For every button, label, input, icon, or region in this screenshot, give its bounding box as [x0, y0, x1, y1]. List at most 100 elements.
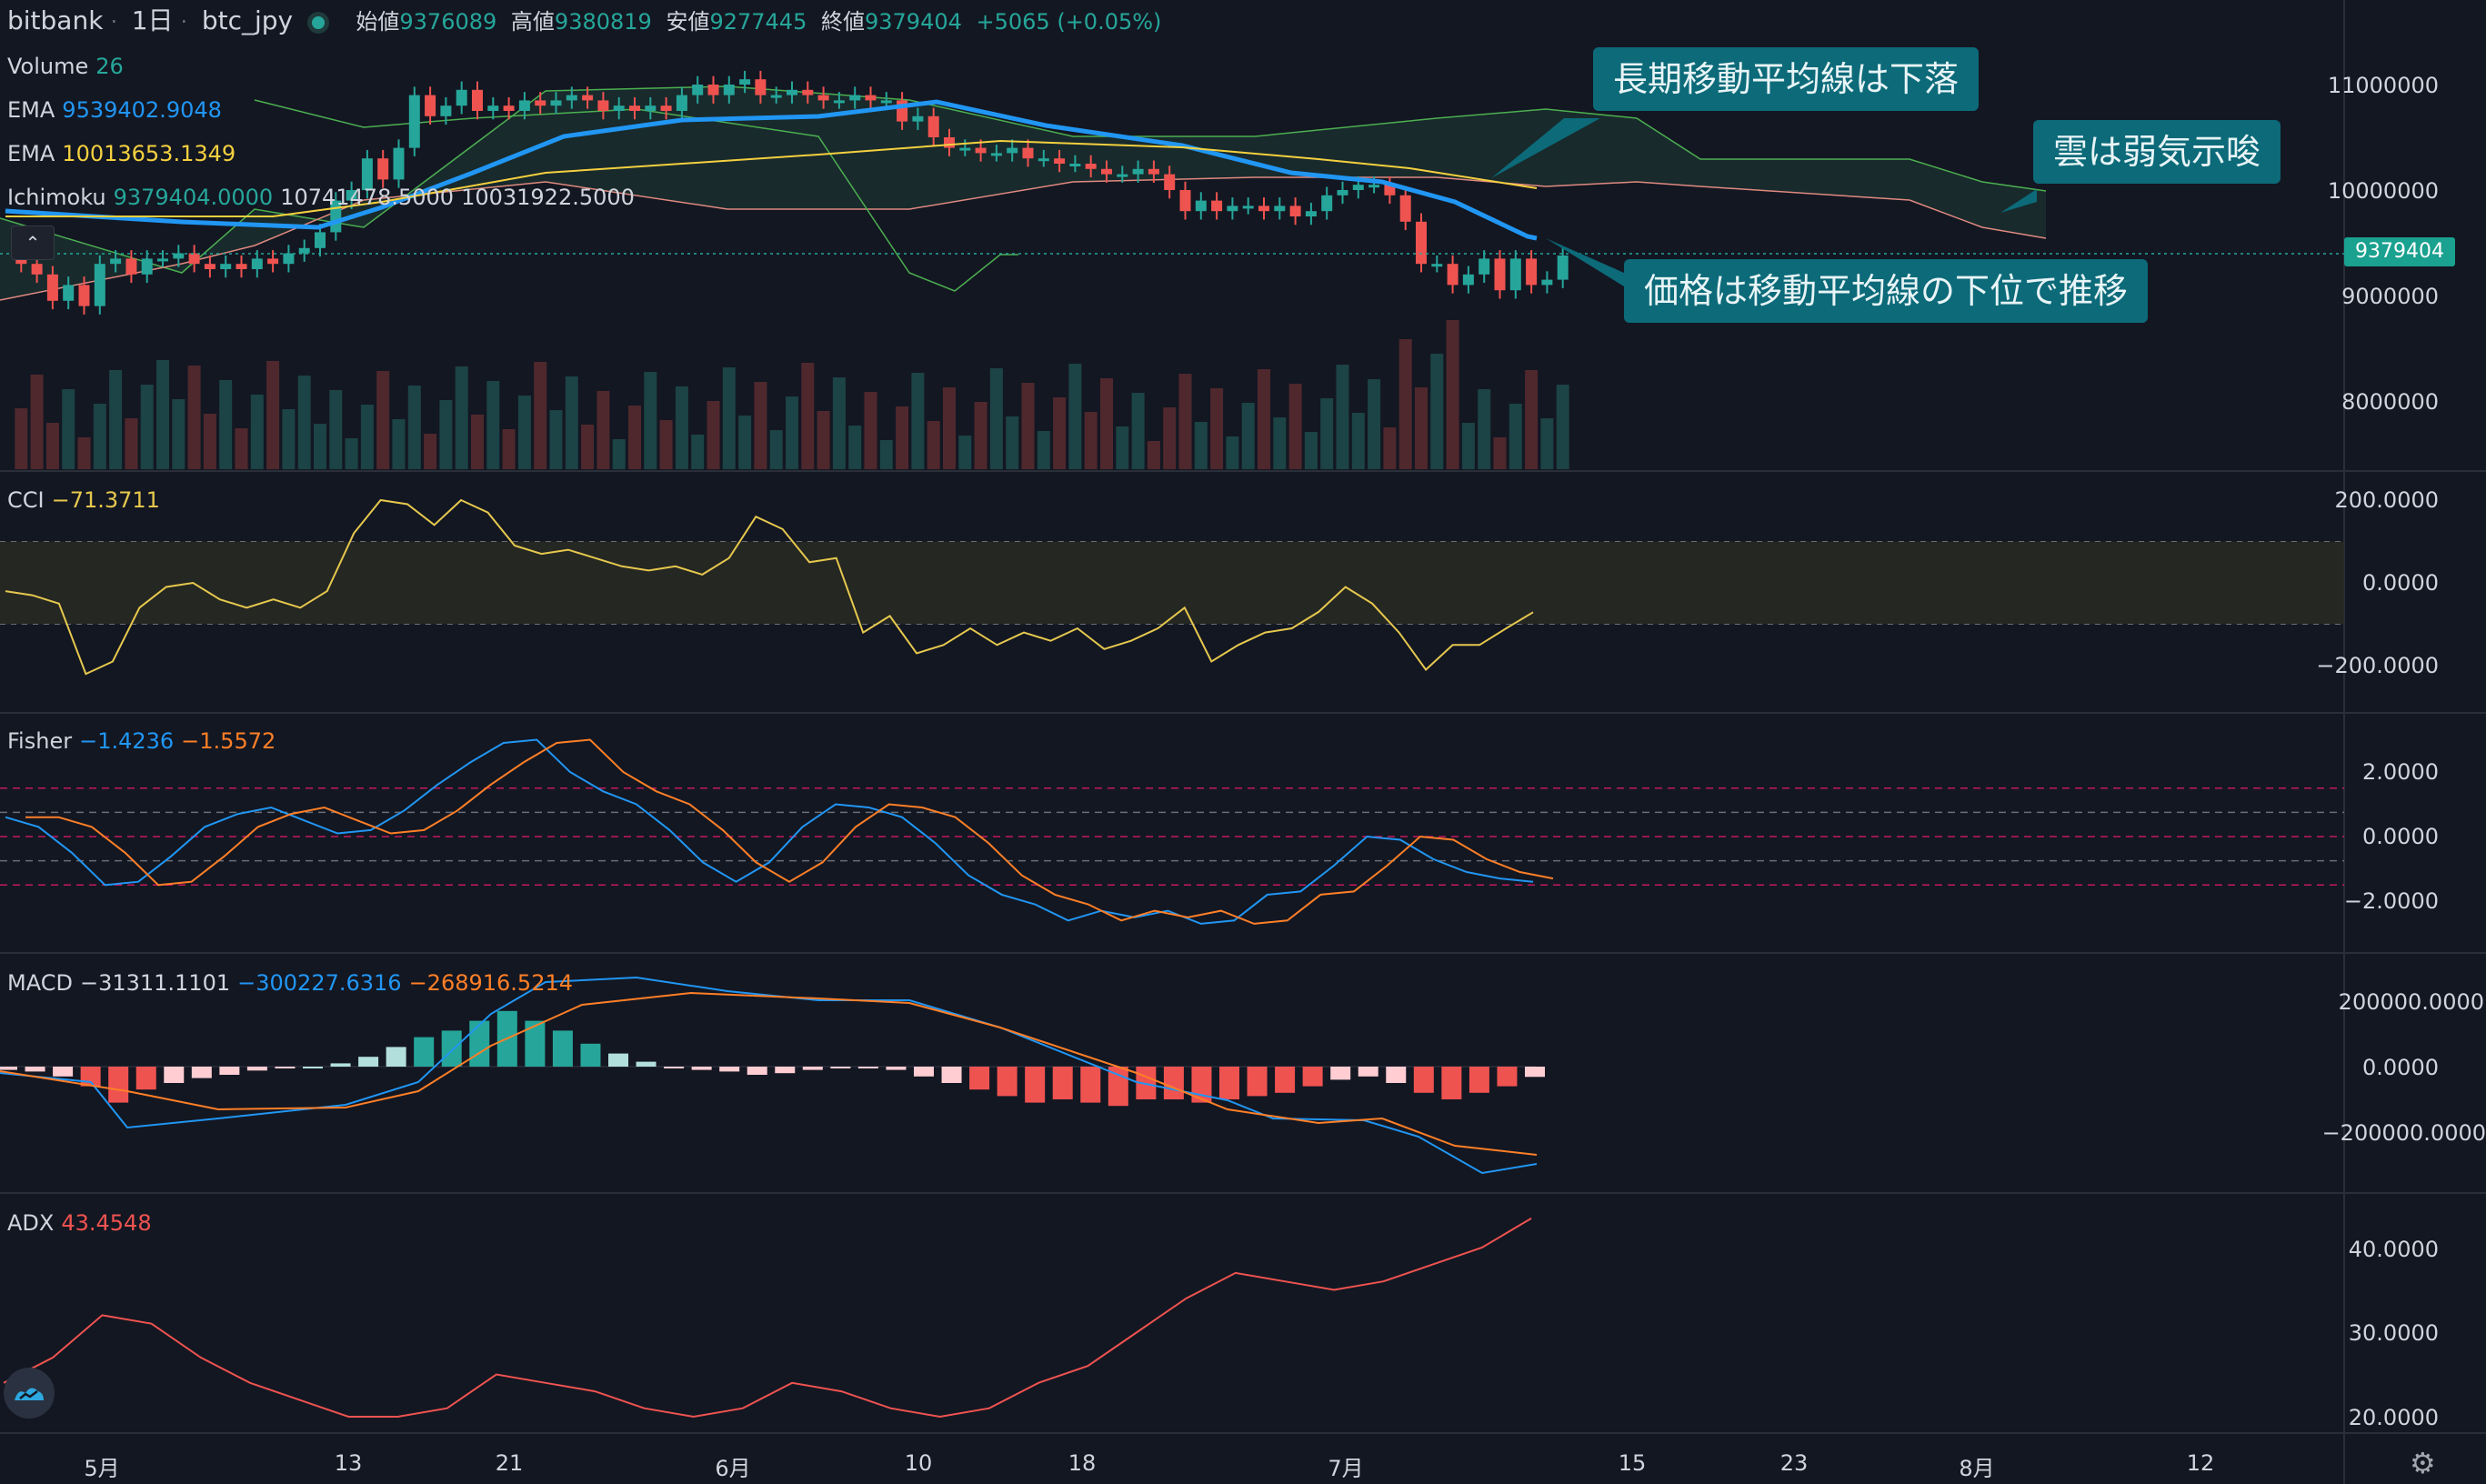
candle-body — [550, 100, 562, 106]
ema1-legend[interactable]: EMA 9539402.9048 — [7, 96, 229, 124]
adx-legend[interactable]: ADX 43.4548 — [7, 1209, 159, 1237]
candle-body — [1132, 168, 1144, 175]
macd-label: MACD — [7, 970, 73, 996]
macd-histogram-bar — [747, 1067, 767, 1075]
annotation-pointer — [1491, 118, 1600, 178]
time-axis-label: 18 — [1068, 1450, 1097, 1476]
interval-label[interactable]: 1日 — [131, 5, 174, 35]
chevron-up-icon[interactable]: ⌃ — [11, 226, 55, 260]
candle-body — [1305, 211, 1317, 216]
volume-bar — [360, 405, 374, 469]
candle-body — [503, 105, 515, 111]
macd-histogram-bar — [1413, 1067, 1434, 1093]
volume-bar — [109, 370, 123, 469]
macd-histogram-bar — [1497, 1067, 1518, 1087]
macd-histogram-bar — [80, 1067, 101, 1087]
cci-axis-label: −200.0000 — [2316, 653, 2439, 678]
volume-bar — [140, 385, 154, 469]
candle-body — [817, 95, 829, 101]
settings-gear-icon[interactable]: ⚙ — [2410, 1446, 2436, 1480]
volume-bar — [1540, 418, 1554, 469]
ema2-label: EMA — [7, 141, 55, 166]
candle-body — [770, 95, 782, 98]
volume-bar — [1556, 385, 1569, 469]
candle-body — [1289, 206, 1301, 216]
candle-body — [645, 105, 657, 111]
volume-bar — [1446, 320, 1459, 469]
price-candles[interactable] — [15, 70, 1569, 315]
volume-bar — [156, 360, 169, 469]
macd-histogram-bar — [330, 1063, 351, 1067]
volume-bar — [1415, 387, 1428, 469]
senkou-span-a — [0, 85, 2047, 274]
cci-legend[interactable]: CCI −71.3711 — [7, 486, 167, 514]
time-axis-label: 8月 — [1959, 1456, 1995, 1481]
macd-histogram-bar — [1080, 1067, 1101, 1103]
candle-body — [613, 105, 625, 111]
candle-body — [1541, 279, 1553, 286]
tradingview-logo-icon[interactable] — [4, 1368, 55, 1419]
close-value: 9379404 — [864, 9, 962, 35]
time-axis-label: 5月 — [84, 1456, 120, 1481]
ema2-legend[interactable]: EMA 10013653.1349 — [7, 140, 243, 167]
fisher-legend[interactable]: Fisher −1.4236 −1.5572 — [7, 727, 283, 755]
time-axis-label: 10 — [904, 1450, 933, 1476]
candle-body — [1416, 221, 1427, 265]
volume-bar — [801, 363, 815, 469]
volume-legend[interactable]: Volume 26 — [7, 53, 131, 80]
macd-signal-line — [0, 991, 1538, 1156]
volume-bar — [486, 381, 500, 469]
high-label: 高値 — [510, 9, 555, 35]
volume-bar — [187, 366, 201, 469]
volume-bar — [1398, 339, 1412, 469]
adx-pane — [3, 1218, 1532, 1419]
volume-bar — [45, 423, 59, 469]
adx-line — [3, 1218, 1532, 1419]
volume-bar — [345, 438, 358, 469]
candle-body — [566, 95, 577, 101]
ichimoku-legend[interactable]: Ichimoku 9379404.0000 10741478.5000 1003192… — [7, 184, 642, 211]
volume-bar — [786, 396, 798, 469]
volume-bar — [30, 375, 44, 469]
candle-body — [1164, 174, 1176, 190]
volume-bar — [1368, 379, 1381, 469]
adx-label: ADX — [7, 1210, 55, 1236]
macd-value-2: −300227.6316 — [237, 970, 402, 996]
volume-bar — [1304, 432, 1318, 469]
volume-bars — [15, 320, 1569, 469]
macd-histogram-bar — [886, 1067, 907, 1070]
volume-bar — [502, 429, 516, 469]
macd-histogram-bar — [857, 1067, 878, 1068]
volume-bar — [455, 366, 468, 469]
macd-histogram-bar — [525, 1020, 546, 1067]
volume-bar — [1351, 413, 1365, 469]
candle-body — [31, 264, 43, 275]
volume-bar — [392, 419, 406, 469]
macd-histogram-bar — [164, 1067, 185, 1083]
annotation-ma-falling: 長期移動平均線は下落 — [1593, 47, 1980, 111]
cci-value: −71.3711 — [51, 487, 160, 513]
volume-bar — [911, 373, 925, 469]
macd-legend[interactable]: MACD −31311.1101 −300227.6316 −268916.5214 — [7, 969, 580, 997]
volume-bar — [1116, 426, 1129, 469]
macd-histogram-bar — [441, 1030, 462, 1067]
price-axis-label: 11000000 — [2327, 73, 2439, 98]
candle-body — [959, 147, 971, 151]
low-label: 安値 — [666, 9, 710, 35]
volume-bar — [314, 424, 326, 469]
close-label: 終値 — [820, 9, 865, 35]
price-axis-label: 10000000 — [2327, 178, 2439, 204]
ichimoku-label: Ichimoku — [7, 185, 106, 210]
candle-body — [408, 95, 420, 148]
symbol-header[interactable]: bitbank · 1日 · btc_jpy 始値9376089 高値9380819… — [7, 5, 1162, 35]
macd-histogram-bar — [219, 1067, 240, 1075]
volume-bar — [707, 401, 720, 469]
candle-body — [298, 247, 310, 254]
macd-histogram-bar — [664, 1067, 685, 1068]
candle-body — [315, 232, 326, 248]
senkou-span-b — [0, 176, 2047, 301]
volume-bar — [1194, 422, 1208, 469]
volume-bar — [691, 435, 705, 469]
